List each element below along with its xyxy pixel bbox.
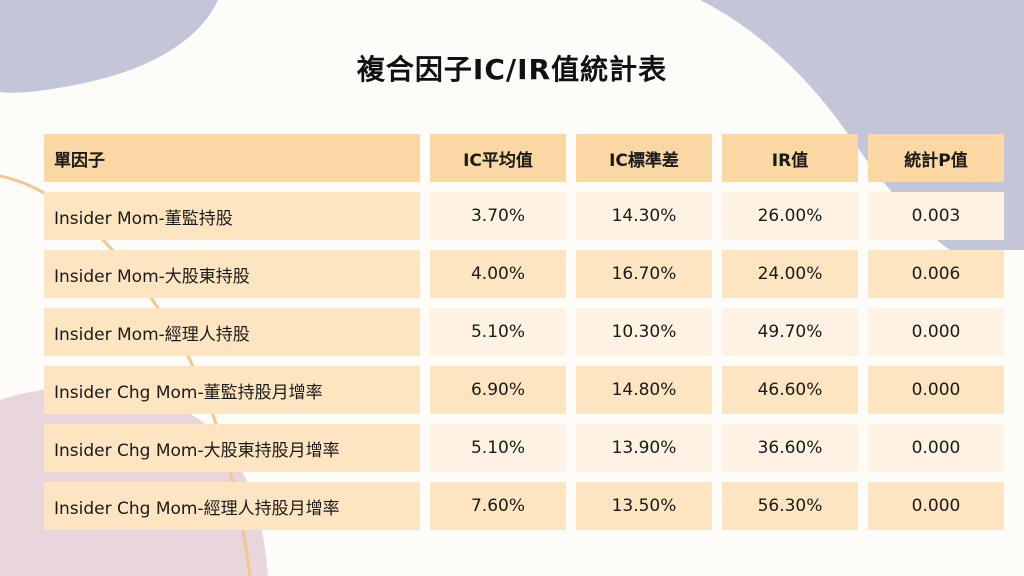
- row-6-ir: 56.30%: [722, 482, 858, 530]
- row-3-factor: Insider Mom-經理人持股: [44, 308, 420, 356]
- header-ic-mean: IC平均值: [430, 134, 566, 182]
- row-1-ic-std: 14.30%: [576, 192, 712, 240]
- row-5-p-value: 0.000: [868, 424, 1004, 472]
- row-5-ic-mean: 5.10%: [430, 424, 566, 472]
- row-5-ic-std: 13.90%: [576, 424, 712, 472]
- header-ir: IR值: [722, 134, 858, 182]
- row-6-factor: Insider Chg Mom-經理人持股月增率: [44, 482, 420, 530]
- row-6-ic-std: 13.50%: [576, 482, 712, 530]
- row-2-factor: Insider Mom-大股東持股: [44, 250, 420, 298]
- purple-blob-right: [700, 0, 1024, 250]
- row-2-ic-mean: 4.00%: [430, 250, 566, 298]
- row-3-ic-std: 10.30%: [576, 308, 712, 356]
- row-1-ir: 26.00%: [722, 192, 858, 240]
- row-6-ic-mean: 7.60%: [430, 482, 566, 530]
- row-2-ic-std: 16.70%: [576, 250, 712, 298]
- purple-blob-top-left: [0, 0, 218, 93]
- header-factor: 單因子: [44, 134, 420, 182]
- row-5-ir: 36.60%: [722, 424, 858, 472]
- header-p-value: 統計P值: [868, 134, 1004, 182]
- row-2-ir: 24.00%: [722, 250, 858, 298]
- row-3-ir: 49.70%: [722, 308, 858, 356]
- row-1-factor: Insider Mom-董監持股: [44, 192, 420, 240]
- row-4-ic-std: 14.80%: [576, 366, 712, 414]
- row-1-ic-mean: 3.70%: [430, 192, 566, 240]
- row-4-ic-mean: 6.90%: [430, 366, 566, 414]
- row-4-p-value: 0.000: [868, 366, 1004, 414]
- page-title: 複合因子IC/IR值統計表: [356, 53, 668, 86]
- row-3-p-value: 0.000: [868, 308, 1004, 356]
- ic-ir-table: 單因子 IC平均值 IC標準差 IR值 統計P值 Insider Mom-董監持…: [44, 134, 1004, 530]
- row-2-p-value: 0.006: [868, 250, 1004, 298]
- row-3-ic-mean: 5.10%: [430, 308, 566, 356]
- row-5-factor: Insider Chg Mom-大股東持股月增率: [44, 424, 420, 472]
- row-4-factor: Insider Chg Mom-董監持股月增率: [44, 366, 420, 414]
- row-1-p-value: 0.003: [868, 192, 1004, 240]
- row-4-ir: 46.60%: [722, 366, 858, 414]
- header-ic-std: IC標準差: [576, 134, 712, 182]
- row-6-p-value: 0.000: [868, 482, 1004, 530]
